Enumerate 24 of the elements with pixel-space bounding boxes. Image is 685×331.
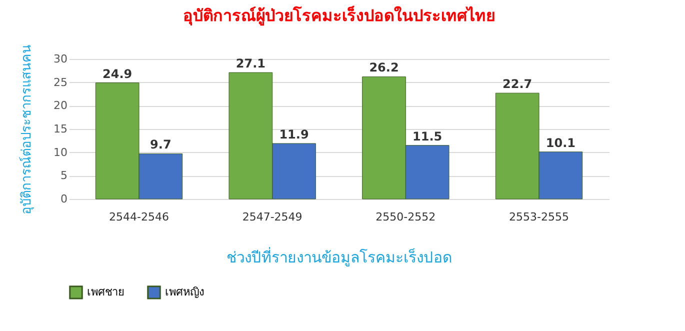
data-label: 22.7 [502,77,532,92]
x-tick-label: 2550-2552 [376,210,436,224]
y-tick-label: 25 [54,76,68,89]
x-tick-label: 2547-2549 [242,210,302,224]
y-tick-label: 0 [60,192,68,206]
x-tick-label: 2544-2546 [109,210,169,224]
legend-label: เพศหญิง [165,285,204,298]
data-label: 24.9 [102,66,132,81]
y-tick-label: 30 [54,52,68,66]
data-label: 26.2 [369,60,399,75]
y-tick-label: 5 [60,169,68,182]
y-tick-label: 10 [54,146,68,159]
x-axis-title: ช่วงปีที่รายงานข้อมูลโรคมะเร็งปอด [226,246,452,266]
data-label: 11.5 [412,129,442,144]
chart-title: อุบัติการณ์ผู้ป่วยโรคมะเร็งปอดในประเทศไทย [183,4,495,27]
data-label: 9.7 [150,138,172,152]
data-label: 10.1 [546,136,576,150]
legend-label: เพศชาย [87,285,124,298]
y-axis-title: อุบัติการณ์ต่อประชากรแสนคน [18,44,35,214]
data-label: 11.9 [279,127,309,142]
data-label: 27.1 [236,56,266,71]
x-tick-label: 2553-2555 [509,210,569,224]
y-tick-label: 15 [54,122,68,136]
y-tick-label: 20 [54,99,68,112]
